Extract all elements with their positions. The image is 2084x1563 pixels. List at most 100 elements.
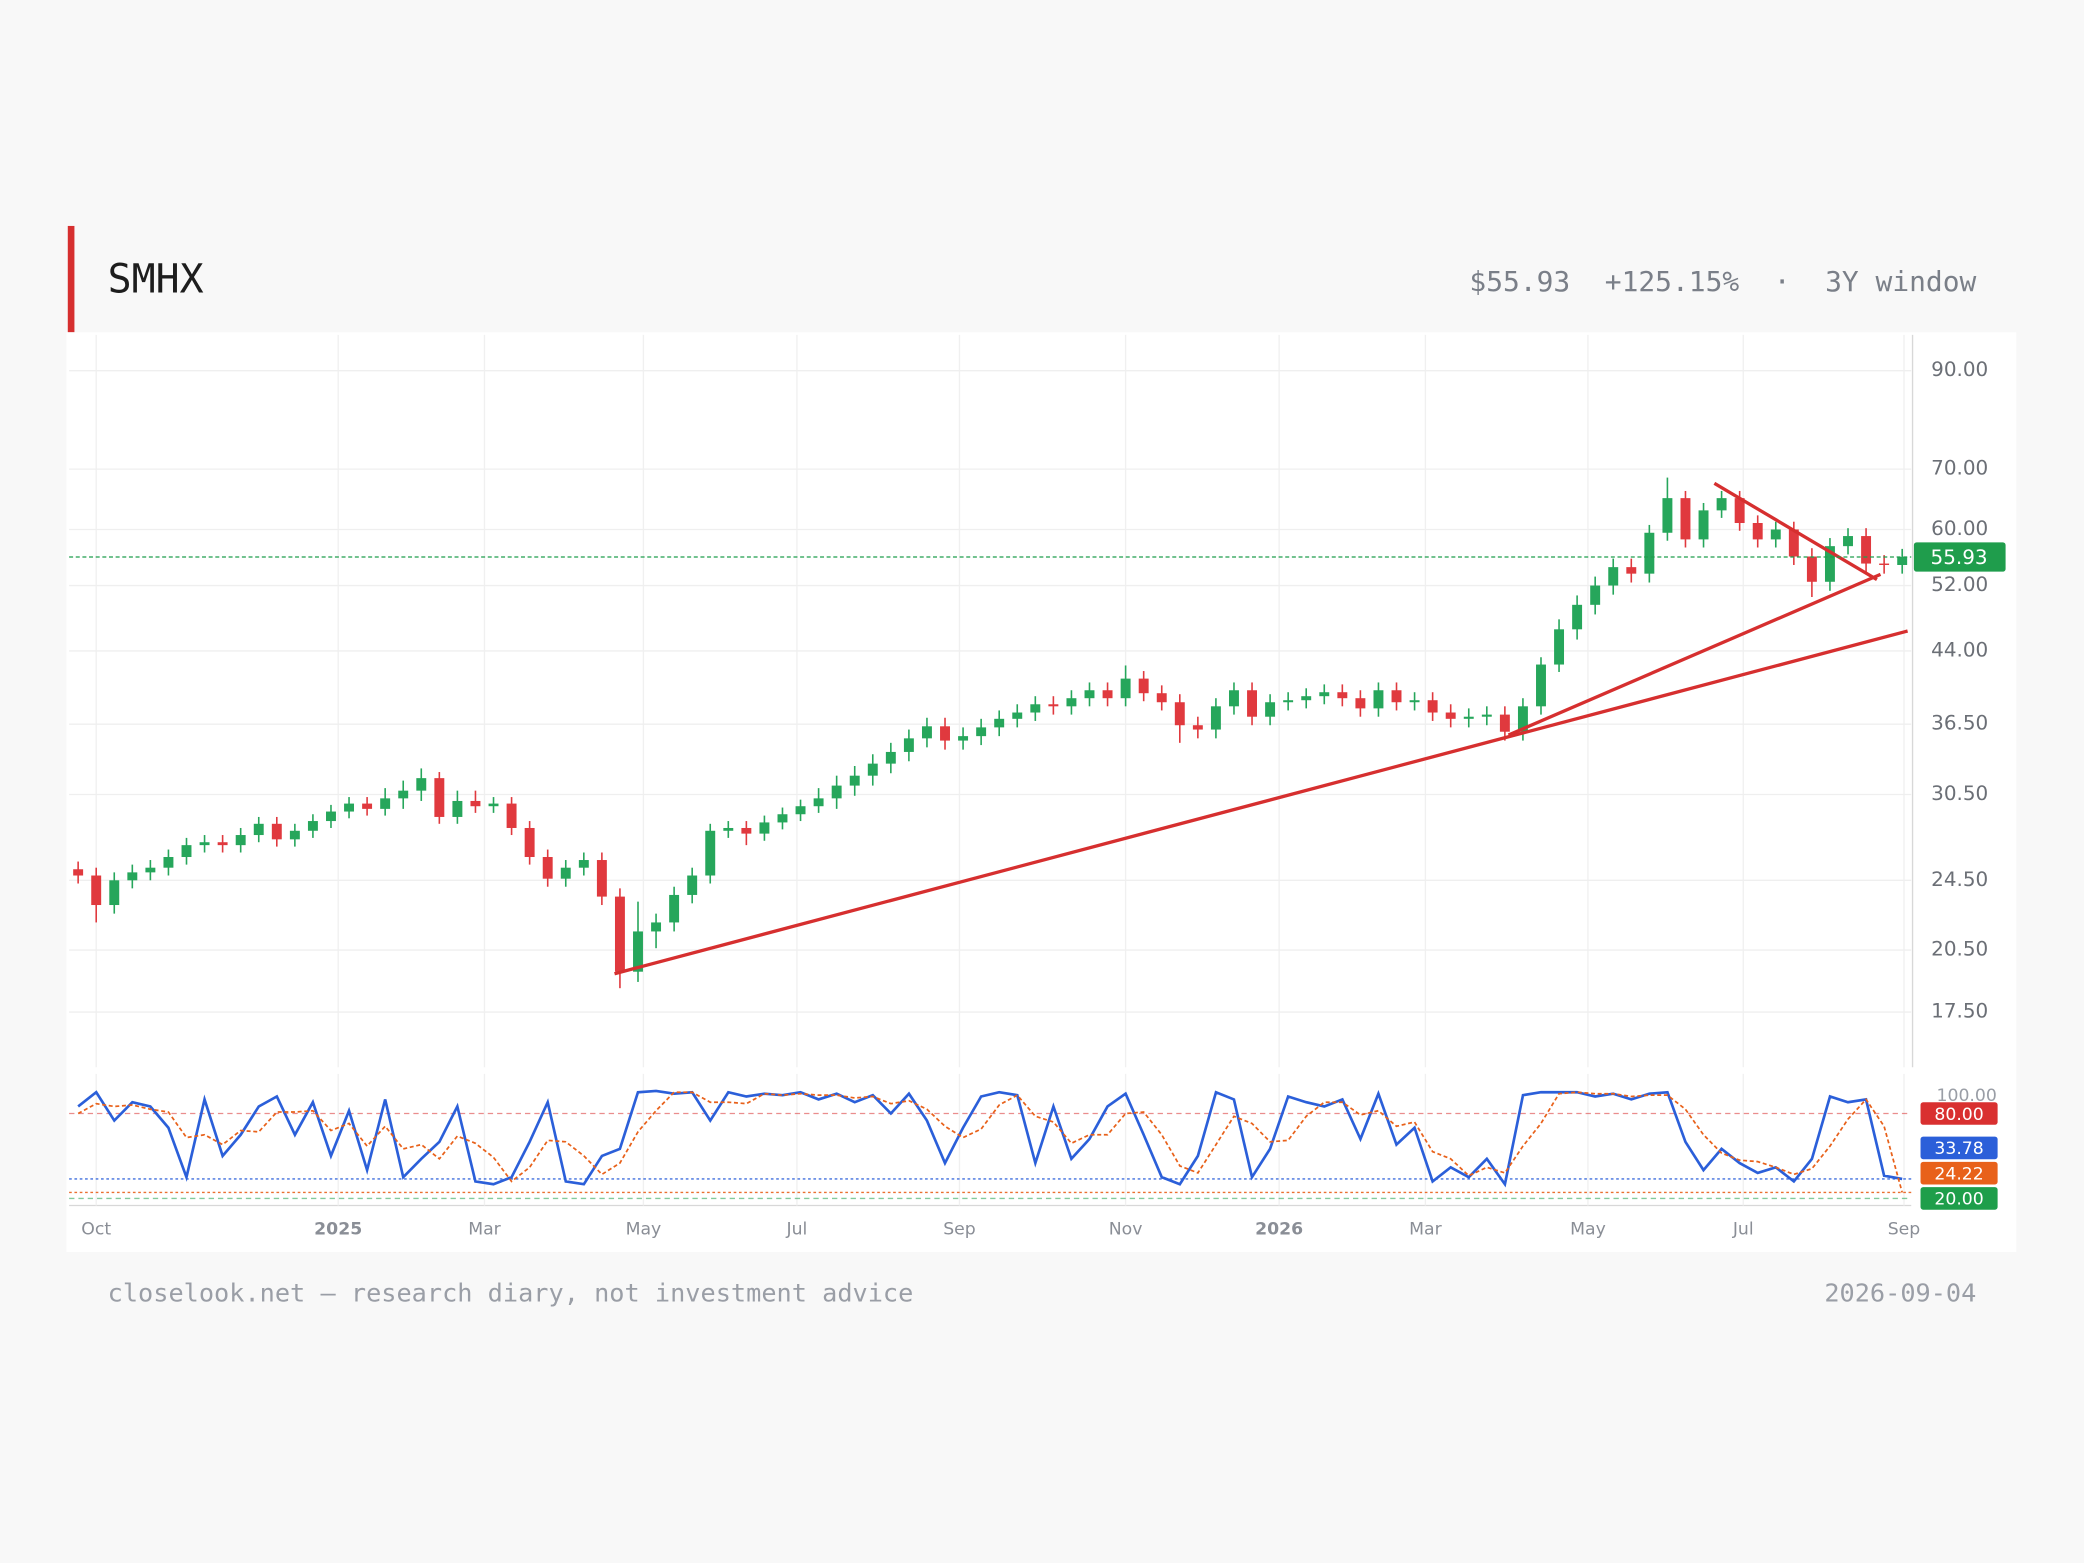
candle-body <box>1879 563 1890 565</box>
x-tick-label: Mar <box>468 1219 501 1239</box>
x-tick-label: 2026 <box>1255 1219 1303 1239</box>
footer-note: closelook.net — research diary, not inve… <box>108 1279 914 1308</box>
candle-body <box>488 803 499 807</box>
candle-body <box>271 823 282 840</box>
candle-body <box>307 821 318 831</box>
x-tick-label: 2025 <box>314 1219 362 1239</box>
x-tick-label: Sep <box>1888 1219 1921 1239</box>
x-tick-label: Mar <box>1409 1219 1442 1239</box>
candle-body <box>1373 690 1384 709</box>
candle-body <box>1120 678 1131 699</box>
candle-body <box>669 894 680 923</box>
candle-body <box>542 857 553 879</box>
candle-body <box>1084 690 1095 699</box>
level-label: 20.00 <box>1934 1190 1983 1210</box>
candle-body <box>163 857 174 868</box>
candle-body <box>145 867 156 873</box>
candle-body <box>687 875 698 895</box>
x-tick-label: Sep <box>943 1219 976 1239</box>
candle-body <box>91 875 102 906</box>
candle-body <box>1247 690 1258 717</box>
level-label: 80.00 <box>1934 1105 1983 1125</box>
candle-body <box>1229 690 1239 707</box>
candle-body <box>578 860 589 868</box>
trendline <box>614 629 1909 976</box>
y-tick-label: 20.50 <box>1931 938 1988 961</box>
candle-body <box>1752 523 1763 540</box>
candle-body <box>1409 700 1420 703</box>
candle-body <box>1554 629 1565 665</box>
candle-body <box>1662 498 1673 533</box>
candle-body <box>470 800 481 807</box>
candle-body <box>1283 700 1294 703</box>
candle-body <box>885 751 896 764</box>
candle-body <box>253 823 264 836</box>
window: 3Y window <box>1825 265 1976 298</box>
level-label: 33.78 <box>1934 1139 1983 1159</box>
y-tick-label: 17.50 <box>1931 1000 1988 1023</box>
candle-body <box>217 842 228 846</box>
level-label-box <box>1920 1102 1998 1125</box>
candle-body <box>596 860 607 897</box>
y-tick-label: 90.00 <box>1931 358 1988 381</box>
candle-body <box>181 845 192 858</box>
candle-body <box>1102 690 1113 699</box>
candle-body <box>1608 567 1619 586</box>
candle-body <box>1716 498 1727 511</box>
level-label-box <box>1920 1187 1998 1210</box>
candle-body <box>723 827 734 831</box>
candle-body <box>921 726 932 739</box>
candle-body <box>1192 725 1203 730</box>
candle-body <box>831 785 842 799</box>
footer-date: 2026-09-04 <box>1824 1279 1976 1308</box>
candle-body <box>614 896 625 972</box>
candle-body <box>958 736 969 741</box>
signal-line <box>77 1091 1904 1193</box>
candle-body <box>1265 702 1276 717</box>
candle-body <box>506 803 517 828</box>
candle-body <box>1012 712 1023 719</box>
last-price-label: 55.93 <box>1931 546 1988 569</box>
candle-body <box>1391 690 1402 703</box>
x-tick-label: Nov <box>1109 1219 1143 1239</box>
x-tick-label: May <box>626 1219 662 1239</box>
candle-body <box>1210 706 1221 730</box>
level-label: 24.22 <box>1934 1164 1983 1184</box>
oscillator-line <box>77 1089 1903 1188</box>
y-tick-label: 60.00 <box>1931 517 1988 540</box>
candle-body <box>1644 532 1655 574</box>
last-price-box <box>1913 542 2006 572</box>
level-label-box <box>1920 1136 1998 1160</box>
candle-body <box>1337 692 1348 699</box>
candle-body <box>741 827 752 834</box>
x-tick-label: Oct <box>81 1219 111 1239</box>
candle-body <box>326 811 336 822</box>
candle-body <box>1626 567 1637 574</box>
x-tick-label: Jul <box>786 1219 808 1239</box>
candle-body <box>1301 696 1312 701</box>
candle-body <box>380 798 391 809</box>
candle-body <box>109 880 120 906</box>
candle-body <box>1806 556 1817 582</box>
candle-body <box>1048 704 1059 707</box>
level-label-box <box>1920 1161 1998 1185</box>
candle-body <box>1066 698 1077 707</box>
candle-body <box>705 830 716 876</box>
candle-body <box>1156 693 1167 703</box>
trendline <box>1507 572 1882 737</box>
candle-body <box>1897 556 1908 565</box>
candle-body <box>1517 706 1528 732</box>
candle-body <box>1824 546 1835 582</box>
candle-body <box>940 726 950 741</box>
candle-body <box>1861 536 1872 564</box>
candle-body <box>235 835 246 846</box>
candle-body <box>1698 510 1709 540</box>
candle-body <box>994 718 1005 728</box>
candle-body <box>1499 714 1510 732</box>
candle-body <box>633 931 643 972</box>
candle-body <box>976 727 987 737</box>
accent-bar <box>67 225 75 333</box>
separator: · <box>1774 265 1791 298</box>
